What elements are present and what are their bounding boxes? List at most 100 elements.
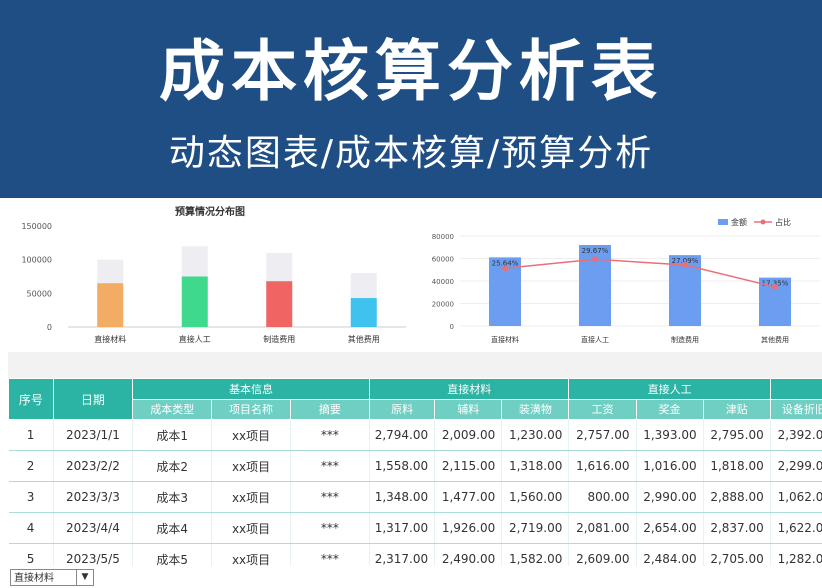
table-cell: *** [290,419,371,451]
title-banner: 成本核算分析表 动态图表/成本核算/预算分析 [0,0,822,198]
data-label: 29.67% [582,247,609,255]
table-row[interactable]: 2 2023/2/2 成本2 xx项目 *** 1,558.00 2,115.00 1,318… [8,450,822,482]
table-cell: xx项目 [211,450,291,482]
col-wage: 工资 [568,398,637,420]
col-project: 项目名称 [211,398,291,420]
chart-title: 预算情况分布图 [175,205,245,218]
y-tick-label: 40000 [432,278,454,286]
table-cell: 2023/4/4 [53,512,134,544]
table-cell: 2,392.00 [770,419,822,451]
y-tick-label: 150000 [21,222,52,231]
table-row[interactable]: 4 2023/4/4 成本4 xx项目 *** 1,317.00 1,926.00 2,719… [8,512,822,544]
table-cell: 1,560.00 [501,481,570,513]
table-cell: 1,582.00 [501,543,570,566]
table-cell: xx项目 [211,481,291,513]
table-cell: 成本3 [132,481,213,513]
table-cell: 1,062.00 [770,481,822,513]
table-cell: 1,616.00 [568,450,637,482]
chevron-down-icon[interactable]: ▼ [76,570,93,585]
table-cell: 2,654.00 [636,512,704,544]
col-seq: 序号 [8,378,54,420]
col-depreciation: 设备折旧 [769,398,822,420]
table-cell: 2,299.00 [770,450,822,482]
ratio-point [682,262,688,269]
table-cell: 成本5 [132,543,213,566]
ratio-point [592,256,598,263]
y-tick-label: 0 [47,323,52,332]
col-abstract: 摘要 [289,398,371,420]
page-title: 成本核算分析表 [159,32,663,110]
table-cell: 2,794.00 [369,419,436,451]
dropdown-value: 直接材料 [14,573,54,584]
table-cell: 2,888.00 [703,481,771,513]
legend-marker-ratio [760,219,766,225]
cost-table-container[interactable]: 序号 日期 基本信息 直接材料 直接人工 成本类型 项目名称 摘要 原料 辅料 … [8,378,822,566]
col-cost-type: 成本类型 [132,398,213,420]
col-date: 日期 [52,378,134,420]
table-row[interactable]: 5 2023/5/5 成本5 xx项目 *** 2,317.00 2,490.00 1,582… [8,543,822,566]
table-cell: 2,719.00 [501,512,570,544]
table-cell: 2023/2/2 [53,450,134,482]
page-subtitle: 动态图表/成本核算/预算分析 [168,133,654,174]
table-cell: xx项目 [211,512,291,544]
table-cell: 成本2 [132,450,213,482]
legend-label-ratio: 占比 [775,217,791,227]
x-tick-label: 其他费用 [761,335,789,344]
table-cell: 1,282.00 [770,543,822,566]
table-cell: 2,009.00 [434,419,503,451]
group-blank [769,378,822,400]
amount-ratio-chart: 金额 占比 80000 60000 40000 20000 0 25.64% 直接材料 29.67… [418,200,822,350]
actual-bar [97,283,124,327]
category-dropdown[interactable]: 直接材料 ▼ [10,569,94,586]
ratio-point [772,283,778,290]
budget-distribution-chart: 预算情况分布图 150000 100000 50000 0 直接材料 直接人工 制造费用 其他费… [8,200,412,350]
group-direct-labor: 直接人工 [568,378,771,400]
col-aux: 辅料 [434,398,503,420]
y-tick-label: 20000 [432,301,454,309]
col-raw: 原料 [369,398,436,420]
amount-chart-svg: 金额 占比 80000 60000 40000 20000 0 25.64% 直接材料 29.67… [432,217,820,344]
x-tick-label: 制造费用 [263,334,295,344]
table-cell: 2,317.00 [369,543,436,566]
table-cell: 2,837.00 [703,512,771,544]
legend-label-amount: 金额 [731,217,747,227]
table-cell: 2,990.00 [636,481,704,513]
table-cell: *** [290,512,371,544]
group-basic-info: 基本信息 [132,378,371,400]
data-label: 27.09% [672,257,699,265]
table-cell: 800.00 [568,481,637,513]
table-cell: 2,081.00 [568,512,637,544]
y-tick-label: 60000 [432,256,454,264]
table-cell: 2,484.00 [636,543,704,566]
y-tick-label: 100000 [21,256,52,265]
x-tick-label: 制造费用 [671,335,699,344]
actual-bar [350,298,377,327]
table-cell: 1,477.00 [434,481,503,513]
x-tick-label: 直接材料 [491,335,519,344]
table-cell: 2,757.00 [568,419,637,451]
table-cell: 2,115.00 [434,450,503,482]
table-cell: 成本1 [132,419,213,451]
table-row[interactable]: 3 2023/3/3 成本3 xx项目 *** 1,348.00 1,477.00 1,560… [8,481,822,513]
table-cell: 成本4 [132,512,213,544]
table-cell: 1,622.00 [770,512,822,544]
col-pack: 装潢物 [501,398,570,420]
actual-bar [266,281,293,327]
y-tick-label: 50000 [27,289,52,298]
table-cell: *** [290,543,371,566]
table-cell: 2,490.00 [434,543,503,566]
table-cell: xx项目 [211,419,291,451]
x-tick-label: 直接人工 [179,334,211,344]
table-cell: 1,393.00 [636,419,704,451]
table-cell: 2023/5/5 [53,543,134,566]
data-label: 17.35% [762,280,789,288]
ratio-point [502,265,508,272]
table-cell: 2023/3/3 [53,481,134,513]
table-cell: 1,926.00 [434,512,503,544]
legend-swatch-amount [718,219,728,225]
table-cell: 4 [8,512,54,544]
table-row[interactable]: 1 2023/1/1 成本1 xx项目 *** 2,794.00 2,009.00 1,230… [8,419,822,451]
actual-bar [181,276,208,327]
table-cell: 5 [8,543,54,566]
y-tick-label: 80000 [432,233,454,241]
